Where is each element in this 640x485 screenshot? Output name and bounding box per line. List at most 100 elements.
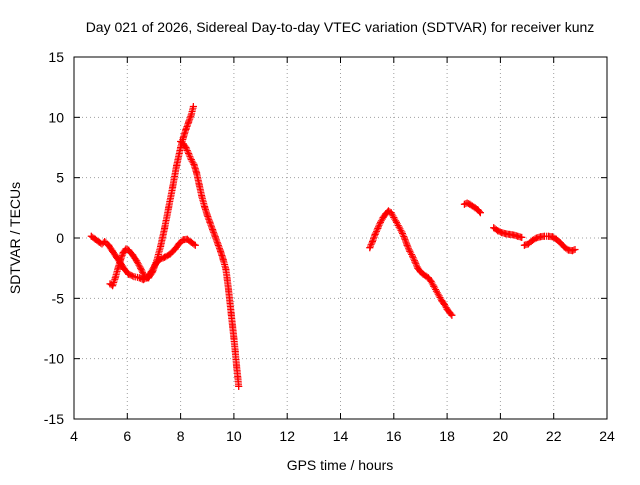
- x-tick-label: 12: [279, 428, 295, 444]
- data-point: [161, 253, 169, 261]
- data-point: [494, 227, 502, 235]
- data-point: [175, 239, 183, 247]
- data-point: [187, 111, 195, 119]
- data-point: [191, 241, 199, 249]
- data-series: [87, 102, 579, 390]
- data-point: [379, 213, 387, 221]
- x-tick-label: 6: [123, 428, 131, 444]
- data-point: [161, 224, 169, 232]
- data-point: [121, 265, 129, 273]
- data-point: [179, 140, 187, 148]
- data-point: [125, 246, 133, 254]
- data-point: [438, 297, 446, 305]
- data-point: [223, 275, 231, 283]
- x-tick-label: 4: [70, 428, 78, 444]
- y-tick-label: 5: [56, 170, 64, 186]
- data-point: [185, 118, 193, 126]
- data-point: [187, 156, 195, 164]
- x-tick-label: 22: [546, 428, 562, 444]
- data-point: [87, 232, 95, 240]
- data-point: [206, 218, 214, 226]
- data-point: [406, 247, 414, 255]
- data-point: [214, 240, 222, 248]
- data-point: [173, 162, 181, 170]
- data-point: [366, 244, 374, 252]
- y-tick-label: 15: [48, 49, 64, 65]
- data-point: [395, 223, 403, 231]
- data-point: [117, 256, 125, 264]
- series-arc-1-drop: [177, 137, 243, 390]
- data-point: [109, 247, 117, 255]
- data-point: [111, 274, 119, 282]
- x-tick-label: 10: [226, 428, 242, 444]
- data-point: [430, 282, 438, 290]
- data-point: [411, 258, 419, 266]
- data-point: [476, 209, 484, 217]
- data-point: [390, 213, 398, 221]
- data-point: [435, 292, 443, 300]
- data-point: [226, 298, 234, 306]
- x-tick-label: 24: [599, 428, 615, 444]
- data-point: [233, 362, 241, 370]
- data-point: [552, 235, 560, 243]
- data-point: [201, 203, 209, 211]
- data-point: [227, 310, 235, 318]
- x-axis-label: GPS time / hours: [287, 457, 394, 473]
- data-point: [222, 265, 230, 273]
- data-point: [195, 181, 203, 189]
- data-point: [109, 282, 117, 290]
- data-point: [125, 270, 133, 278]
- y-tick-label: 10: [48, 109, 64, 125]
- data-point: [189, 102, 197, 110]
- data-point: [440, 300, 448, 308]
- series-arc-5: [520, 232, 579, 255]
- y-axis-label: SDTVAR / TECUs: [7, 182, 23, 294]
- data-markers: [490, 224, 526, 241]
- axis-ticks: 4 6 8 10 12 14 16 18 20 22 24 -15 -10 -5 0 5 10 15: [44, 49, 615, 444]
- data-point: [374, 224, 382, 232]
- data-point: [371, 230, 379, 238]
- data-point: [376, 218, 384, 226]
- data-point: [502, 230, 510, 238]
- y-tick-label: -5: [52, 290, 65, 306]
- data-point: [520, 241, 528, 249]
- data-point: [149, 268, 157, 276]
- data-point: [182, 125, 190, 133]
- data-point: [179, 134, 187, 142]
- data-point: [230, 334, 238, 342]
- data-point: [153, 257, 161, 265]
- data-point: [408, 252, 416, 260]
- data-point: [510, 231, 518, 239]
- x-tick-label: 20: [493, 428, 509, 444]
- data-markers: [177, 138, 243, 390]
- data-point: [101, 238, 109, 246]
- data-point: [137, 264, 145, 272]
- data-point: [211, 233, 219, 241]
- data-point: [392, 218, 400, 226]
- x-tick-label: 14: [333, 428, 349, 444]
- data-point: [528, 236, 536, 244]
- data-point: [91, 235, 99, 243]
- data-point: [571, 245, 579, 253]
- data-point: [432, 287, 440, 295]
- data-point: [193, 169, 201, 177]
- y-tick-label: -15: [44, 411, 64, 427]
- data-point: [169, 183, 177, 191]
- data-point: [560, 243, 568, 251]
- data-point: [171, 245, 179, 253]
- x-tick-label: 18: [439, 428, 455, 444]
- data-point: [536, 233, 544, 241]
- data-point: [165, 204, 173, 212]
- data-point: [514, 232, 522, 240]
- data-point: [217, 247, 225, 255]
- chart-title: Day 021 of 2026, Sidereal Day-to-day VTE…: [86, 19, 595, 35]
- data-point: [398, 228, 406, 236]
- data-point: [141, 273, 149, 281]
- data-point: [130, 273, 138, 281]
- y-tick-label: -10: [44, 351, 64, 367]
- data-point: [231, 347, 239, 355]
- data-point: [225, 286, 233, 294]
- data-point: [113, 253, 121, 261]
